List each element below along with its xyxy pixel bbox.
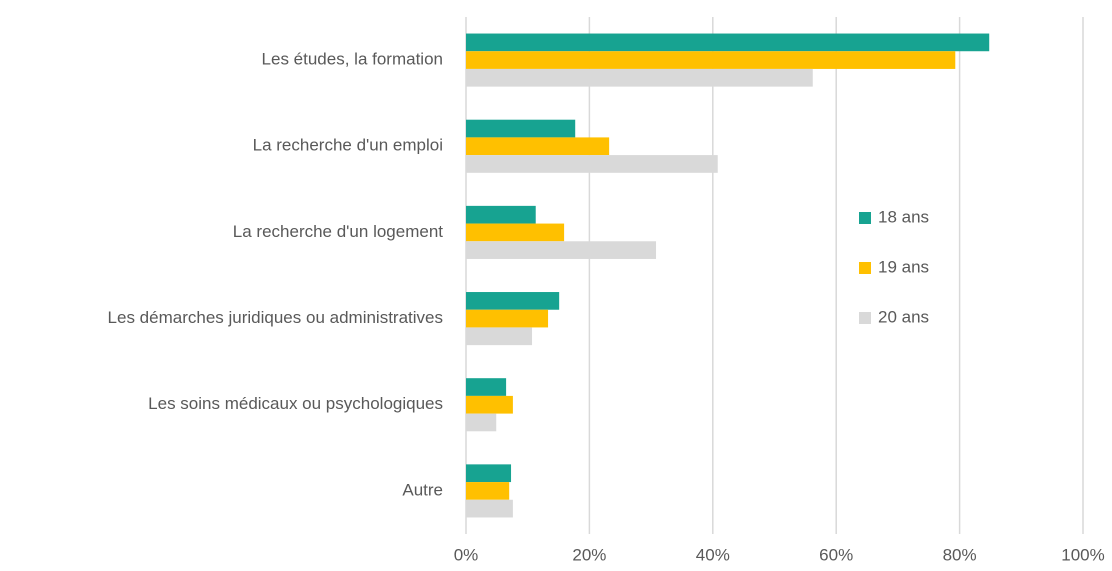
bar <box>466 241 657 259</box>
bar <box>466 119 576 138</box>
bar <box>466 51 956 69</box>
x-tick-label: 60% <box>819 545 853 564</box>
bar <box>466 68 813 87</box>
y-tick-label: La recherche d'un emploi <box>253 136 443 155</box>
bar <box>466 482 510 500</box>
bar <box>466 413 497 432</box>
x-tick-label: 40% <box>696 545 730 564</box>
bar <box>466 205 536 224</box>
bar <box>466 464 512 483</box>
y-tick-label: Les démarches juridiques ou administrati… <box>108 308 443 327</box>
bar <box>466 155 718 173</box>
legend-label: 18 ans <box>878 207 929 226</box>
x-tick-label: 20% <box>572 545 606 564</box>
y-tick-label: Autre <box>402 480 443 499</box>
x-tick-label: 80% <box>943 545 977 564</box>
y-tick-label: La recherche d'un logement <box>233 222 443 241</box>
y-tick-label: Les études, la formation <box>262 50 443 69</box>
bar <box>466 33 990 52</box>
legend-label: 19 ans <box>878 257 929 276</box>
legend-swatch <box>859 262 871 274</box>
bar <box>466 395 513 414</box>
x-tick-label: 100% <box>1061 545 1104 564</box>
y-tick-label: Les soins médicaux ou psychologiques <box>148 394 443 413</box>
legend-swatch <box>859 312 871 324</box>
bar <box>466 499 513 518</box>
bar <box>466 378 507 396</box>
bar <box>466 292 560 310</box>
legend-swatch <box>859 212 871 224</box>
bar <box>466 223 565 242</box>
bar <box>466 327 533 346</box>
bar <box>466 309 549 328</box>
legend-label: 20 ans <box>878 307 929 326</box>
bar <box>466 137 610 156</box>
x-tick-label: 0% <box>454 545 479 564</box>
